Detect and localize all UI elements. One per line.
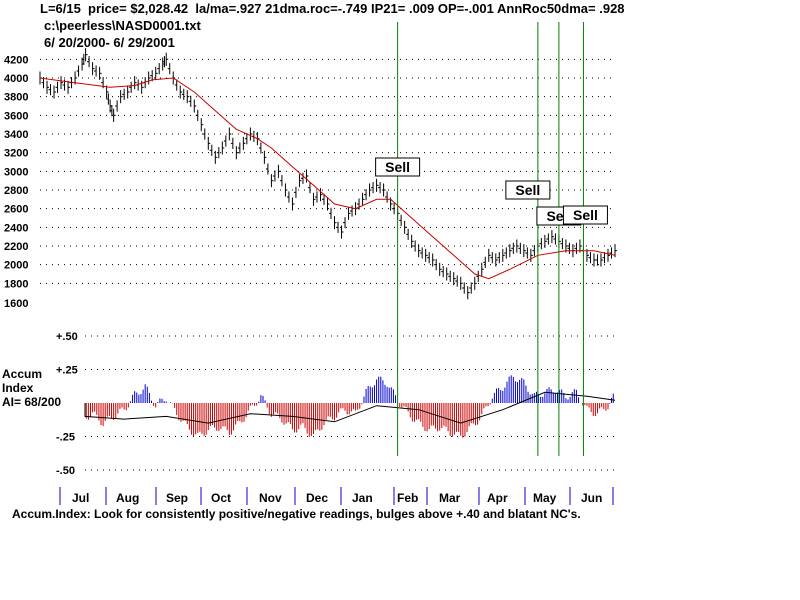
month-label: Oct <box>211 491 231 505</box>
month-label: Feb <box>397 491 418 505</box>
price-tick-label: 3600 <box>4 110 28 122</box>
price-tick-label: 2000 <box>4 260 28 272</box>
price-tick-label: 3800 <box>4 92 28 104</box>
accum-tick-label: +.50 <box>56 331 78 343</box>
header-file-path: c:\peerless\NASD0001.txt <box>44 18 201 33</box>
price-tick-label-partial: 1600 <box>4 298 28 310</box>
moving-average-line <box>39 77 616 280</box>
month-label: May <box>533 491 557 505</box>
price-tick-label: 4200 <box>4 54 28 66</box>
accum-label-1: Accum <box>2 367 43 381</box>
price-tick-label: 3200 <box>4 148 28 160</box>
month-label: Apr <box>487 491 508 505</box>
month-label: Dec <box>306 491 328 505</box>
month-label: Jul <box>72 491 89 505</box>
price-tick-label: 2400 <box>4 222 28 234</box>
price-tick-label: 2800 <box>4 185 28 197</box>
month-label: Sep <box>166 491 188 505</box>
sell-label-box <box>375 157 421 177</box>
sell-label-box <box>562 205 608 225</box>
header-stats-line: L=6/15 price= $2,028.42 la/ma=.927 21dma… <box>40 1 625 16</box>
sell-label: Sell <box>385 159 410 175</box>
price-tick-label: 2200 <box>4 241 28 253</box>
price-tick-label: 3000 <box>4 166 28 178</box>
header-date-range: 6/ 20/2000- 6/ 29/2001 <box>44 35 175 50</box>
month-label: Nov <box>259 491 282 505</box>
price-tick-label: 4000 <box>4 73 28 85</box>
accum-tick-label: -.25 <box>56 432 75 444</box>
month-label: Aug <box>116 491 139 505</box>
price-tick-label: 3400 <box>4 129 28 141</box>
price-tick-label: 2600 <box>4 204 28 216</box>
month-label: Mar <box>439 491 461 505</box>
accum-label-2: Index <box>2 381 34 395</box>
accum-tick-label: +.25 <box>56 365 78 377</box>
month-label: Jun <box>581 491 602 505</box>
sell-label: Sell <box>515 182 540 198</box>
footer-note: Accum.Index: Look for consistently posit… <box>12 507 581 521</box>
month-label: Jan <box>352 491 373 505</box>
accum-smooth-line <box>84 391 616 424</box>
sell-label-box <box>505 180 551 200</box>
price-tick-label: 1800 <box>4 278 28 290</box>
sell-label: Sell <box>573 207 598 223</box>
accum-tick-label: -.50 <box>56 465 75 477</box>
accum-label-3: AI= 68/200 <box>2 395 62 409</box>
